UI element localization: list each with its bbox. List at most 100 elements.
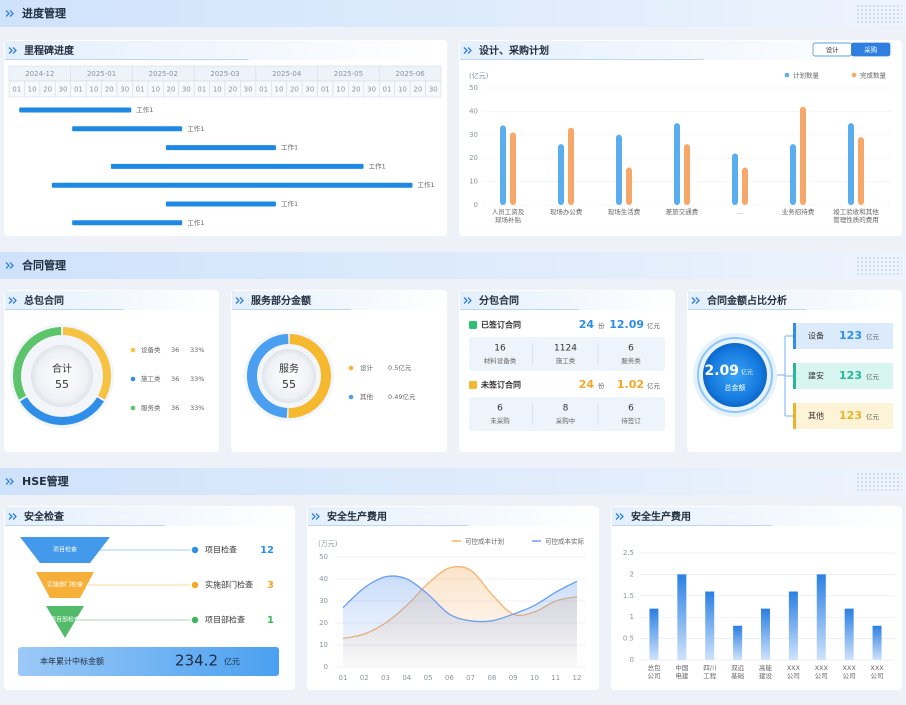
funnel-label: 项目部检查 — [50, 616, 80, 624]
x-tick-label: 11 — [551, 674, 560, 682]
y-tick-label: 20 — [319, 619, 328, 627]
check-dot — [190, 615, 200, 625]
section-title: 合同管理 — [22, 258, 66, 272]
month-label: 2025-06 — [396, 70, 426, 78]
month-label: 2025-04 — [272, 70, 302, 78]
section-dots — [856, 4, 902, 23]
text-line: 建设 — [759, 671, 773, 680]
task-label: 工作1 — [136, 105, 153, 114]
y-tick-label: 40 — [469, 107, 478, 115]
center-label: 合计 — [52, 362, 72, 375]
x-tick-label: 08 — [487, 674, 496, 682]
panel-title: 总包合同 — [24, 294, 64, 307]
tab[interactable] — [851, 42, 891, 57]
text-line: 基础 — [731, 671, 745, 680]
legend-dot — [784, 72, 790, 78]
funnel-label: 项目检查 — [53, 546, 77, 554]
task-label: 工作1 — [281, 199, 298, 208]
y-tick-label: 1.5 — [623, 592, 634, 600]
day-label: 20 — [290, 86, 299, 94]
center-value: 55 — [55, 378, 69, 391]
bar — [674, 123, 680, 205]
group-name: 未签订合同 — [480, 380, 521, 390]
detail-value: 8 — [563, 404, 569, 414]
total-label: 总金额 — [725, 383, 746, 392]
text-line: 双远 — [731, 664, 745, 672]
x-tick-label: 中国电建 — [675, 663, 689, 680]
month-label: 2025-01 — [87, 70, 116, 78]
total-unit: 亿元 — [741, 369, 753, 377]
section-dots — [856, 472, 902, 491]
check-name: 项目检查 — [205, 545, 237, 555]
x-tick-label: 现场生活费 — [608, 207, 641, 216]
x-tick-label: 01 — [339, 674, 348, 682]
total-circle — [703, 343, 767, 407]
day-label: 10 — [275, 86, 284, 94]
legend-name: 施工类 — [141, 374, 161, 383]
x-tick-label: 12 — [573, 674, 582, 682]
check-name: 实施部门检查 — [205, 580, 253, 590]
panel-header — [5, 507, 294, 526]
panel-title: 合同金额占比分析 — [706, 294, 787, 307]
tab-label[interactable]: 设计 — [826, 45, 840, 54]
chevron-icon — [8, 297, 17, 304]
panel — [459, 40, 902, 236]
ratio-name: 建安 — [808, 371, 824, 381]
chevron-icon — [311, 513, 320, 520]
legend-name: 设备类 — [141, 345, 161, 354]
check-value: 1 — [267, 615, 274, 626]
day-label: 30 — [59, 86, 68, 94]
funnel-label: 实施部门检查 — [47, 581, 83, 589]
text-line: 竣工验收和其他 — [833, 207, 879, 216]
chevron-icon — [8, 47, 17, 54]
section-bar — [0, 0, 906, 27]
day-label: 10 — [28, 86, 37, 94]
ratio-value: 123 — [839, 329, 862, 342]
task-bar — [51, 182, 413, 188]
day-label: 01 — [383, 86, 392, 94]
group-amount: 12.09 — [609, 318, 644, 331]
ratio-box — [793, 323, 893, 349]
text-line: 公司 — [787, 672, 800, 680]
chevron-icon — [463, 297, 472, 304]
x-tick-label: ... — [737, 208, 743, 216]
bar — [872, 625, 882, 660]
donut-center — [31, 345, 93, 407]
chevron-icon — [5, 10, 14, 17]
bar — [816, 574, 826, 660]
tab-label[interactable]: 采购 — [864, 45, 878, 54]
ratio-accent — [793, 403, 796, 429]
day-label: 30 — [244, 86, 253, 94]
task-label: 工作1 — [187, 124, 204, 133]
ratio-box — [793, 363, 893, 389]
chevron-icon — [235, 297, 244, 304]
y-tick-label: 0.5 — [623, 635, 634, 643]
bar — [790, 144, 796, 205]
section-title: HSE管理 — [22, 474, 69, 488]
x-tick-label: XXX 公司 — [815, 664, 829, 680]
total-ring — [697, 337, 773, 413]
donut-segment — [247, 334, 289, 418]
day-label: 01 — [12, 86, 21, 94]
ratio-name: 其他 — [808, 411, 824, 421]
panel-header — [5, 41, 446, 60]
day-label: 10 — [213, 86, 222, 94]
bar — [788, 591, 798, 660]
panel-header-line — [460, 309, 579, 310]
detail-value: 1124 — [554, 344, 577, 354]
day-label: 20 — [105, 86, 114, 94]
donut-center — [262, 349, 316, 403]
text-line: XXX — [870, 664, 884, 672]
x-tick-label: XXX 公司 — [787, 664, 801, 680]
legend-value: 0.5亿元 — [388, 363, 412, 372]
check-dot — [190, 580, 200, 590]
text-line: 工程 — [703, 671, 717, 680]
day-label: 20 — [43, 86, 52, 94]
legend-name: 设计 — [360, 363, 374, 372]
day-label: 01 — [321, 86, 330, 94]
y-tick-label: 0 — [324, 663, 328, 671]
bar — [742, 167, 748, 205]
text-line: XXX — [842, 664, 856, 672]
day-label: 30 — [429, 86, 438, 94]
chevron-icon — [615, 513, 624, 520]
